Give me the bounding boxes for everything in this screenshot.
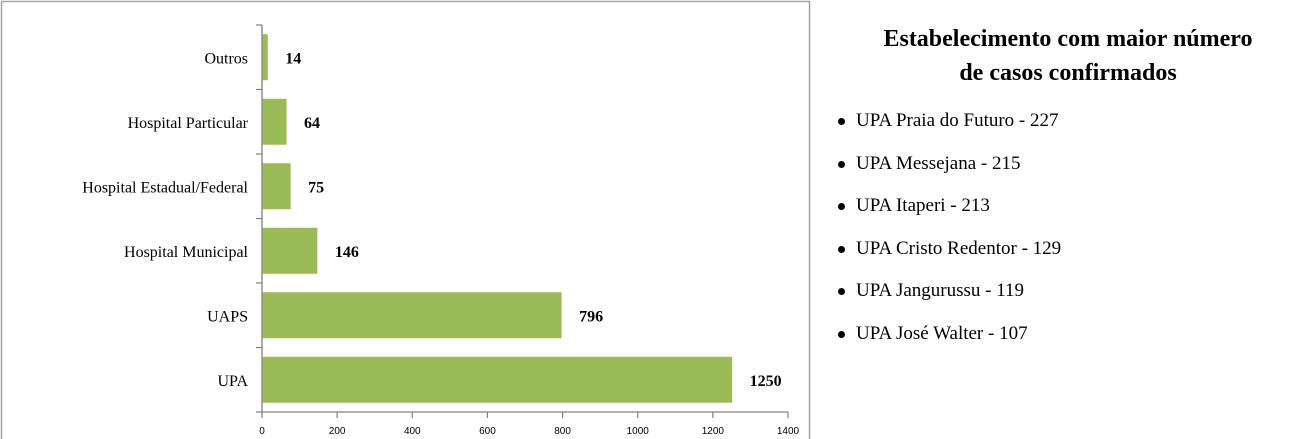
- bullet-icon: [838, 330, 845, 338]
- establishment-list: UPA Praia do Futuro - 227 UPA Messejana …: [830, 110, 1306, 345]
- list-item-text: UPA José Walter - 107: [856, 322, 1028, 344]
- bullet-icon: [838, 118, 845, 125]
- panel-title-line-1: Estabelecimento com maior número: [883, 26, 1253, 52]
- bar-chart: 14 64 75 146 796 1250 Outros Hospital Particul…: [0, 0, 811, 439]
- ticks-layer: Outros Hospital Particular Hospital Estadu…: [82, 24, 800, 437]
- bar: [262, 98, 287, 145]
- data-label: 14: [285, 50, 301, 67]
- category-label: Hospital Estadual/Federal: [82, 179, 248, 196]
- data-label: 64: [304, 115, 320, 132]
- bar: [262, 227, 318, 274]
- list-item: UPA Itaperi - 213: [830, 195, 1306, 217]
- list-item-text: UPA Praia do Futuro - 227: [856, 110, 1059, 131]
- data-label: 1250: [750, 373, 782, 390]
- category-label: Hospital Municipal: [124, 244, 249, 261]
- category-label: UPA: [217, 373, 248, 390]
- x-tick-label: 1200: [702, 426, 725, 437]
- bullet-icon: [838, 203, 845, 210]
- data-label: 796: [579, 308, 603, 325]
- list-item-text: UPA Messejana - 215: [856, 152, 1021, 174]
- list-item-text: UPA Jangurussu - 119: [856, 280, 1025, 301]
- category-label: Hospital Particular: [128, 115, 249, 132]
- bullet-icon: [838, 160, 845, 168]
- x-tick-label: 400: [404, 426, 421, 437]
- bar-chart-panel: 14 64 75 146 796 1250 Outros Hospital Particul…: [0, 0, 811, 439]
- x-tick-label: 0: [259, 426, 265, 437]
- x-tick-label: 1400: [777, 426, 800, 437]
- most-cases-panel: Estabelecimento com maior número de caso…: [830, 22, 1306, 365]
- bullet-icon: [838, 288, 845, 295]
- list-item: UPA José Walter - 107: [830, 323, 1306, 345]
- list-item-text: UPA Itaperi - 213: [856, 195, 990, 216]
- x-tick-label: 600: [479, 426, 496, 437]
- bullet-icon: [838, 245, 845, 253]
- bar: [262, 292, 562, 339]
- list-item: UPA Messejana - 215: [830, 153, 1306, 175]
- category-label: Outros: [204, 50, 248, 67]
- list-item: UPA Jangurussu - 119: [830, 280, 1306, 302]
- bar: [262, 34, 268, 81]
- x-tick-label: 200: [329, 426, 346, 437]
- x-tick-label: 800: [554, 426, 571, 437]
- bar: [262, 356, 733, 403]
- panel-title-line-2: de casos confirmados: [959, 60, 1177, 86]
- list-item: UPA Cristo Redentor - 129: [830, 238, 1306, 260]
- bar: [262, 163, 291, 210]
- list-item-text: UPA Cristo Redentor - 129: [856, 237, 1062, 259]
- data-label: 146: [335, 244, 359, 261]
- panel-title: Estabelecimento com maior número de caso…: [830, 22, 1306, 90]
- data-label: 75: [308, 179, 324, 196]
- list-item: UPA Praia do Futuro - 227: [830, 110, 1306, 132]
- x-tick-label: 1000: [627, 426, 650, 437]
- category-label: UAPS: [207, 308, 248, 325]
- bars-layer: 14 64 75 146 796 1250: [262, 34, 782, 403]
